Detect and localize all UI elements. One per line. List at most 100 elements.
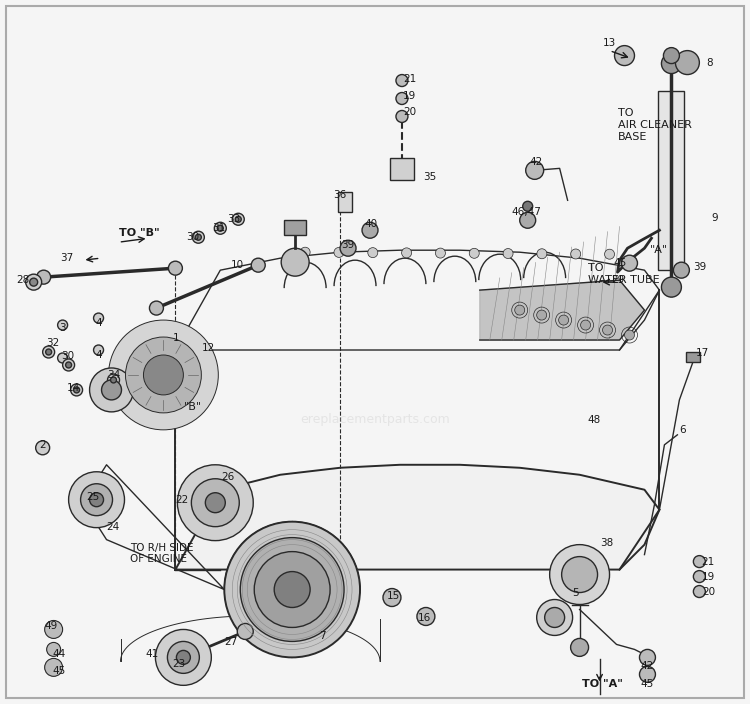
Circle shape <box>537 310 547 320</box>
Circle shape <box>396 75 408 87</box>
Text: 45: 45 <box>614 258 627 268</box>
Text: 44: 44 <box>52 649 65 660</box>
Circle shape <box>214 222 226 234</box>
Circle shape <box>417 608 435 625</box>
Text: 10: 10 <box>231 260 244 270</box>
Text: 23: 23 <box>172 660 185 670</box>
Circle shape <box>232 213 244 225</box>
Circle shape <box>80 484 112 515</box>
Bar <box>658 91 685 270</box>
Circle shape <box>237 624 254 639</box>
Circle shape <box>662 54 682 73</box>
Circle shape <box>224 522 360 658</box>
Circle shape <box>693 570 705 582</box>
Circle shape <box>251 258 266 272</box>
Circle shape <box>622 255 638 271</box>
Circle shape <box>396 111 408 122</box>
Circle shape <box>89 368 134 412</box>
Text: TO R/H SIDE
OF ENGINE: TO R/H SIDE OF ENGINE <box>130 543 194 564</box>
Circle shape <box>520 213 536 228</box>
Text: 5: 5 <box>572 588 579 598</box>
Text: 42: 42 <box>529 158 542 168</box>
Text: 21: 21 <box>404 73 416 84</box>
Circle shape <box>526 161 544 180</box>
Circle shape <box>362 222 378 238</box>
Circle shape <box>236 216 242 222</box>
Circle shape <box>383 589 401 607</box>
Text: TO "A": TO "A" <box>582 679 623 689</box>
Circle shape <box>169 261 182 275</box>
Text: 21: 21 <box>702 557 715 567</box>
Text: 15: 15 <box>386 591 400 601</box>
Circle shape <box>602 325 613 335</box>
Text: 34: 34 <box>107 370 120 380</box>
Circle shape <box>107 374 119 386</box>
Text: 39: 39 <box>693 262 706 272</box>
Text: TO
AIR CLEANER
BASE: TO AIR CLEANER BASE <box>617 108 692 142</box>
Circle shape <box>46 643 61 656</box>
Circle shape <box>662 277 682 297</box>
Text: 45: 45 <box>640 679 654 689</box>
Text: 2: 2 <box>39 440 46 450</box>
Text: "B": "B" <box>184 402 202 412</box>
Bar <box>284 220 306 235</box>
Circle shape <box>571 639 589 656</box>
Text: 24: 24 <box>106 522 119 532</box>
Circle shape <box>537 249 547 259</box>
Text: 26: 26 <box>222 472 235 482</box>
Text: 13: 13 <box>603 37 616 48</box>
Circle shape <box>94 345 104 355</box>
Circle shape <box>70 384 82 396</box>
Text: 30: 30 <box>186 232 199 242</box>
Circle shape <box>62 359 74 371</box>
Circle shape <box>191 479 239 527</box>
Circle shape <box>604 249 614 259</box>
Circle shape <box>167 641 200 673</box>
Text: 16: 16 <box>419 613 431 624</box>
Circle shape <box>43 346 55 358</box>
Text: 12: 12 <box>202 343 215 353</box>
Circle shape <box>470 249 479 258</box>
Circle shape <box>300 247 310 257</box>
Circle shape <box>562 557 598 593</box>
Text: 7: 7 <box>319 631 326 641</box>
Circle shape <box>664 48 680 63</box>
Circle shape <box>396 92 408 104</box>
Bar <box>390 158 414 180</box>
Circle shape <box>676 51 699 75</box>
Text: 14: 14 <box>67 383 80 393</box>
Circle shape <box>625 330 634 340</box>
Text: ereplacementparts.com: ereplacementparts.com <box>300 413 450 427</box>
Circle shape <box>537 600 572 636</box>
Circle shape <box>155 629 212 685</box>
Text: 9: 9 <box>711 213 718 223</box>
Circle shape <box>693 586 705 598</box>
Text: 49: 49 <box>44 622 57 631</box>
Text: 28: 28 <box>16 275 29 285</box>
Circle shape <box>37 270 51 284</box>
Text: 29: 29 <box>611 275 624 285</box>
Circle shape <box>74 387 80 393</box>
Circle shape <box>110 377 116 383</box>
Circle shape <box>46 349 52 355</box>
Circle shape <box>693 555 705 567</box>
Text: 8: 8 <box>706 58 712 68</box>
Text: TO
WATER TUBE: TO WATER TUBE <box>587 263 659 285</box>
Polygon shape <box>176 465 659 570</box>
Text: 4: 4 <box>95 350 102 360</box>
Text: 3: 3 <box>59 323 66 333</box>
Circle shape <box>94 313 104 323</box>
Text: 17: 17 <box>696 348 709 358</box>
Circle shape <box>559 315 568 325</box>
Circle shape <box>550 545 610 605</box>
Circle shape <box>176 650 190 665</box>
Text: 1: 1 <box>173 333 180 343</box>
Text: 40: 40 <box>364 219 377 230</box>
Circle shape <box>640 649 656 665</box>
Text: TO "B": TO "B" <box>118 228 159 238</box>
Text: 32: 32 <box>46 338 59 348</box>
Text: 45: 45 <box>52 667 65 677</box>
Circle shape <box>192 231 204 243</box>
Text: 19: 19 <box>404 91 416 101</box>
Text: 4: 4 <box>95 318 102 328</box>
